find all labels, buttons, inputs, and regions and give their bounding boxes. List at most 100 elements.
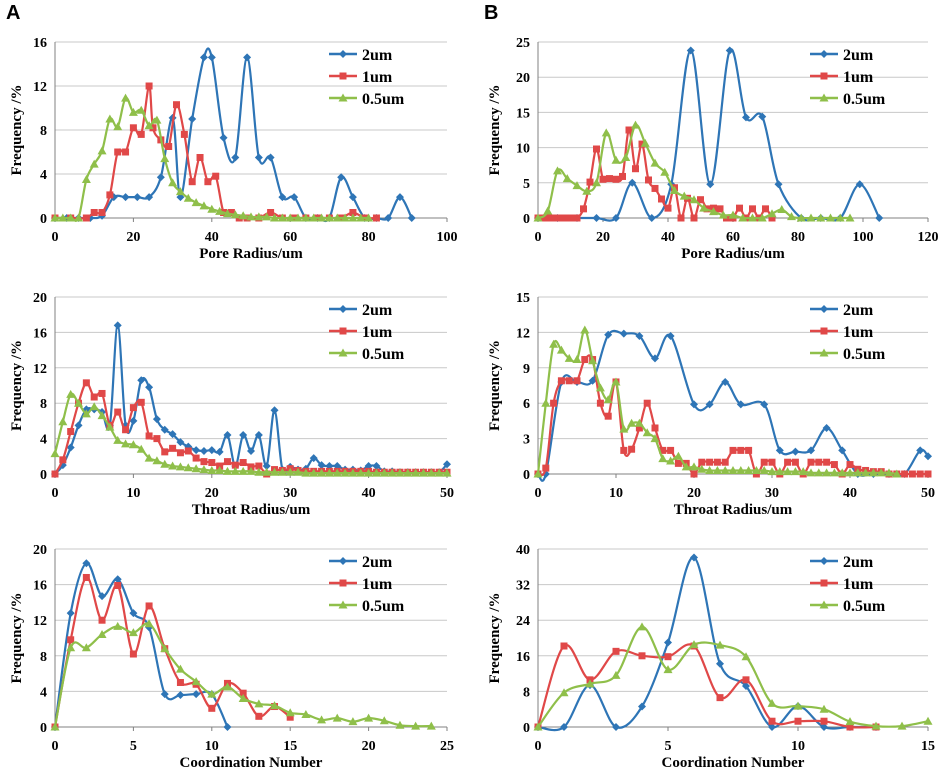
data-point-1um xyxy=(200,458,208,466)
data-point-0.5um xyxy=(699,203,709,212)
data-point-2um xyxy=(407,214,416,222)
data-point-0.5um xyxy=(603,395,613,404)
data-point-2um xyxy=(690,553,698,562)
data-point-1um xyxy=(745,446,753,454)
data-point-0.5um xyxy=(160,644,170,653)
data-point-1um xyxy=(628,445,636,453)
legend-label: 0.5um xyxy=(362,598,405,615)
data-point-2um xyxy=(588,376,597,385)
legend-marker-0.5um xyxy=(819,348,829,357)
data-point-0.5um xyxy=(611,377,621,386)
x-axis-title: Coordination Number xyxy=(662,755,805,771)
data-point-0.5um xyxy=(835,213,845,222)
data-point-0.5um xyxy=(128,107,138,116)
data-point-1um xyxy=(560,642,568,650)
data-point-0.5um xyxy=(270,701,280,710)
data-point-1um xyxy=(908,470,916,478)
data-point-1um xyxy=(145,602,153,610)
legend-label: 0.5um xyxy=(843,598,886,615)
data-point-0.5um xyxy=(806,468,816,477)
data-point-1um xyxy=(698,458,706,466)
data-point-2um xyxy=(254,153,263,162)
data-point-0.5um xyxy=(533,722,543,731)
x-tick-label: 20 xyxy=(687,486,701,501)
data-point-0.5um xyxy=(309,468,319,477)
data-point-1um xyxy=(98,616,106,624)
data-point-0.5um xyxy=(270,467,280,476)
data-point-0.5um xyxy=(215,465,225,474)
x-tick-label: 40 xyxy=(362,486,376,501)
data-point-2um xyxy=(239,431,248,440)
y-tick-label: 20 xyxy=(33,543,47,558)
data-point-0.5um xyxy=(113,435,123,444)
data-point-0.5um xyxy=(777,205,787,214)
data-point-0.5um xyxy=(246,212,256,221)
data-point-0.5um xyxy=(340,468,350,477)
panel-label-b: B xyxy=(484,2,499,24)
data-point-0.5um xyxy=(324,468,334,477)
data-point-0.5um xyxy=(845,468,855,477)
y-axis-title: Frequency /% xyxy=(487,593,503,684)
data-point-0.5um xyxy=(783,467,793,476)
data-point-1um xyxy=(161,448,169,456)
data-point-2um xyxy=(725,46,734,55)
data-point-0.5um xyxy=(650,158,660,167)
data-point-0.5um xyxy=(679,191,689,200)
data-point-2um xyxy=(372,462,381,471)
x-tick-label: 40 xyxy=(661,230,675,245)
y-tick-label: 20 xyxy=(33,291,47,306)
data-point-1um xyxy=(846,723,854,731)
data-point-0.5um xyxy=(634,418,644,427)
data-point-1um xyxy=(604,412,612,420)
data-point-1um xyxy=(713,458,721,466)
data-point-2um xyxy=(664,638,672,647)
data-point-0.5um xyxy=(332,468,342,477)
data-point-0.5um xyxy=(191,198,201,207)
x-tick-label: 100 xyxy=(437,230,458,245)
data-point-2um xyxy=(168,430,177,439)
data-point-1um xyxy=(196,154,204,161)
data-point-0.5um xyxy=(611,670,621,679)
data-point-0.5um xyxy=(324,213,334,222)
y-tick-label: 12 xyxy=(516,326,530,341)
data-point-2um xyxy=(247,446,255,455)
data-point-2um xyxy=(129,416,138,425)
y-tick-label: 0 xyxy=(523,468,530,483)
data-point-0.5um xyxy=(923,716,933,725)
data-point-2um xyxy=(254,431,263,440)
data-point-1um xyxy=(137,398,145,406)
data-point-0.5um xyxy=(829,468,839,477)
data-point-0.5um xyxy=(559,688,569,697)
data-point-1um xyxy=(82,379,90,387)
data-point-0.5um xyxy=(434,468,444,477)
data-point-1um xyxy=(599,175,607,183)
data-point-0.5um xyxy=(128,628,138,637)
data-point-0.5um xyxy=(541,398,551,407)
data-point-0.5um xyxy=(285,467,295,476)
data-point-0.5um xyxy=(395,468,405,477)
y-axis-title: Frequency /% xyxy=(487,85,503,176)
data-point-1um xyxy=(690,214,698,222)
data-point-0.5um xyxy=(744,465,754,474)
data-point-0.5um xyxy=(285,213,295,222)
y-tick-label: 16 xyxy=(33,326,47,341)
data-point-1um xyxy=(645,176,652,184)
data-point-2um xyxy=(223,431,232,440)
legend-label: 0.5um xyxy=(362,346,405,363)
data-point-1um xyxy=(651,424,659,432)
y-tick-label: 15 xyxy=(516,106,530,121)
data-point-1um xyxy=(612,175,620,183)
x-tick-label: 10 xyxy=(609,486,623,501)
data-point-0.5um xyxy=(689,195,699,204)
data-point-1um xyxy=(192,454,200,462)
data-point-1um xyxy=(267,209,275,216)
data-point-2um xyxy=(647,214,656,222)
data-point-1um xyxy=(129,124,137,132)
data-point-1um xyxy=(658,195,665,203)
data-point-0.5um xyxy=(426,468,436,477)
data-point-0.5um xyxy=(790,467,800,476)
data-point-1um xyxy=(659,446,667,454)
data-point-0.5um xyxy=(246,466,256,475)
data-point-1um xyxy=(114,148,122,156)
data-point-1um xyxy=(176,679,184,686)
